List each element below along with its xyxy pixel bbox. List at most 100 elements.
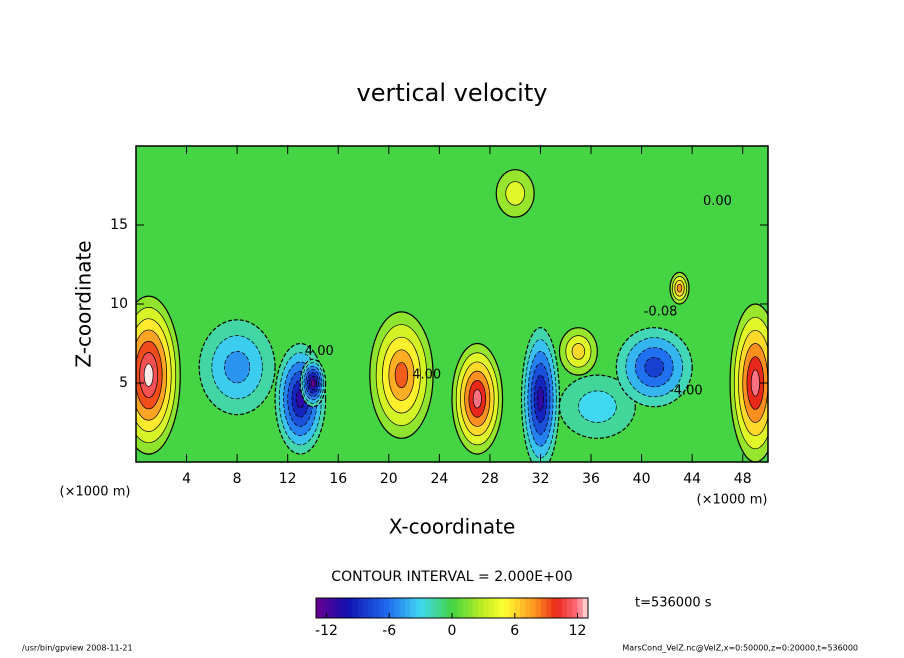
colorbar-segment <box>446 598 453 618</box>
contour-region <box>644 356 665 378</box>
colorbar-segment <box>452 598 458 618</box>
colorbar-tick-label: -6 <box>382 623 396 639</box>
colorbar-segment <box>514 598 521 618</box>
colorbar-segment <box>352 598 359 618</box>
colorbar-segment <box>561 598 568 618</box>
colorbar-segment <box>321 598 327 618</box>
colorbar-segment <box>347 598 353 618</box>
colorbar-segment <box>410 598 416 618</box>
chart-title: vertical velocity <box>357 79 548 107</box>
colorbar-segment <box>567 598 573 618</box>
field: 0.00 -0.08 4.00 -4.00 4.00 <box>136 146 768 462</box>
colorbar-tick-label: -12 <box>315 623 338 639</box>
x-tick-label: 12 <box>279 471 297 487</box>
colorbar-segment <box>326 598 332 618</box>
colorbar-segment <box>420 598 427 618</box>
colorbar-segment <box>462 598 468 618</box>
contour-region <box>224 351 251 384</box>
colorbar-segment <box>483 598 489 618</box>
colorbar-segment <box>572 598 578 618</box>
colorbar-segment <box>504 598 510 618</box>
footer-right: MarsCond_VelZ.nc@VelZ,x=0:50000,z=0:2000… <box>622 644 858 653</box>
colorbar-segment <box>436 598 442 618</box>
colorbar-segment <box>493 598 500 618</box>
colorbar-segment <box>378 598 385 618</box>
colorbar-segment <box>336 598 343 618</box>
colorbar-segment <box>582 598 589 618</box>
x-tick-label: 32 <box>532 471 550 487</box>
colorbar-segment <box>441 598 448 618</box>
colorbar-segment <box>488 598 495 618</box>
contour-region <box>310 379 316 387</box>
x-tick-label: 36 <box>582 471 600 487</box>
contour-region <box>676 283 683 293</box>
time-note: t=536000 s <box>635 596 712 611</box>
colorbar-segment <box>316 598 322 618</box>
colorbar-segment <box>389 598 395 618</box>
colorbar-segment <box>577 598 584 618</box>
colorbar-segment <box>551 598 557 618</box>
colorbar-segment <box>520 598 526 618</box>
contour-label: 4.00 <box>412 368 441 383</box>
colorbar-segment <box>530 598 536 618</box>
colorbar-segment <box>342 598 348 618</box>
contour-region <box>536 386 544 411</box>
colorbar-segment <box>546 598 552 618</box>
colorbar-segment <box>415 598 421 618</box>
y-tick-label: 15 <box>110 217 128 233</box>
colorbar-segment <box>384 598 390 618</box>
colorbar-segment <box>394 598 400 618</box>
y-axis-label: Z-coordinate <box>72 240 96 367</box>
colorbar-segment <box>556 598 563 618</box>
contour-region <box>750 369 760 397</box>
y-unit: (×1000 m) <box>60 485 131 500</box>
x-unit: (×1000 m) <box>697 493 768 508</box>
colorbar-segment <box>373 598 380 618</box>
contour-interval: CONTOUR INTERVAL = 2.000E+00 <box>331 569 572 585</box>
colorbar-segment <box>467 598 474 618</box>
colorbar-tick-label: 12 <box>569 623 587 639</box>
colorbar-segment <box>331 598 338 618</box>
colorbar-segment <box>472 598 479 618</box>
contour-region <box>394 362 409 389</box>
colorbar-segment <box>457 598 463 618</box>
x-tick-label: 20 <box>380 471 398 487</box>
x-tick-label: 48 <box>734 471 752 487</box>
x-tick-label: 44 <box>683 471 701 487</box>
colorbar-tick-label: 6 <box>510 623 519 639</box>
colorbar-segment <box>357 598 364 618</box>
colorbar-segment <box>535 598 542 618</box>
colorbar-segment <box>540 598 547 618</box>
x-tick-label: 8 <box>233 471 242 487</box>
x-tick-label: 28 <box>481 471 499 487</box>
footer-left: /usr/bin/gpview 2008-11-21 <box>22 644 133 653</box>
colorbar-segment <box>525 598 531 618</box>
contour-region <box>571 343 586 360</box>
colorbar-segment <box>399 598 406 618</box>
contour-label: 0.00 <box>703 194 732 209</box>
colorbar-segment <box>363 598 369 618</box>
contour-region <box>143 363 154 387</box>
contour-label: -4.00 <box>669 383 703 398</box>
contour-label: 4.00 <box>305 344 334 359</box>
colorbar-segment <box>368 598 374 618</box>
x-axis-label: X-coordinate <box>389 515 516 539</box>
colorbar-segment <box>509 598 516 618</box>
x-tick-label: 4 <box>182 471 191 487</box>
colorbar-tick-label: 0 <box>448 623 457 639</box>
colorbar-segment <box>431 598 437 618</box>
contour-region <box>472 389 482 409</box>
x-tick-label: 24 <box>430 471 448 487</box>
colorbar-segment <box>499 598 505 618</box>
contour-label: -0.08 <box>644 304 678 319</box>
colorbar-segment <box>425 598 432 618</box>
y-tick-label: 10 <box>110 296 128 312</box>
y-tick-label: 5 <box>119 375 128 391</box>
contour-region <box>578 390 617 423</box>
colorbar-segment <box>404 598 411 618</box>
x-tick-label: 40 <box>633 471 651 487</box>
colorbar-segment <box>478 598 484 618</box>
x-tick-label: 16 <box>329 471 347 487</box>
contour-region <box>505 181 526 206</box>
